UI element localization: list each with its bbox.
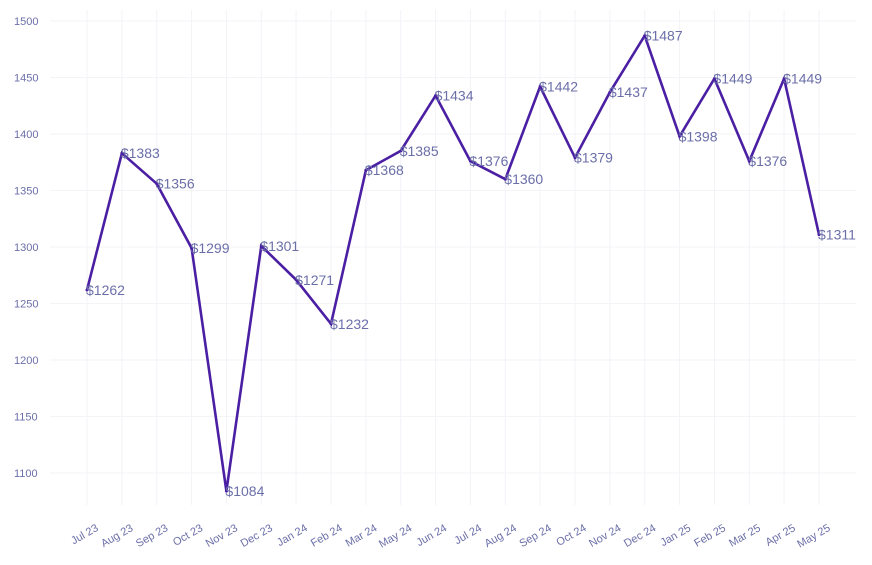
y-tick-label: 1300 <box>14 242 38 254</box>
x-tick-label: Apr 25 <box>764 522 798 549</box>
data-point <box>608 90 612 94</box>
data-point <box>259 244 263 248</box>
x-tick-label: Mar 24 <box>344 522 380 550</box>
data-point <box>678 134 682 138</box>
data-point <box>468 159 472 163</box>
data-point <box>329 322 333 326</box>
x-tick-label: Jul 23 <box>69 522 100 547</box>
data-point <box>573 156 577 160</box>
data-label: $1449 <box>783 71 822 87</box>
data-point <box>643 34 647 38</box>
data-label: $1262 <box>86 282 125 298</box>
data-point <box>782 77 786 81</box>
data-point <box>364 168 368 172</box>
data-label: $1368 <box>365 162 404 178</box>
data-label: $1376 <box>469 153 508 169</box>
x-tick-label: Oct 23 <box>171 522 205 549</box>
x-tick-label: Feb 24 <box>309 522 345 550</box>
y-tick-label: 1500 <box>14 16 38 28</box>
data-label: $1383 <box>121 145 160 161</box>
series-line <box>85 32 821 492</box>
y-tick-label: 1100 <box>14 468 38 480</box>
y-axis: 1100 1150 1200 1250 1300 1350 1400 1450 1500 <box>14 16 38 480</box>
data-label: $1271 <box>295 272 334 288</box>
series-layer <box>85 32 821 493</box>
x-tick-label: Feb 25 <box>692 522 728 550</box>
data-label: $1487 <box>644 28 683 44</box>
data-label: $1398 <box>679 128 718 144</box>
x-tick-label: Sep 23 <box>134 522 170 550</box>
data-point <box>538 85 542 89</box>
data-point <box>294 278 298 282</box>
x-tick-label: Dec 23 <box>239 522 275 550</box>
x-tick-label: Aug 24 <box>483 522 519 550</box>
data-label: $1360 <box>504 171 543 187</box>
x-tick-label: May 25 <box>795 522 832 550</box>
data-point <box>155 182 159 186</box>
x-tick-label: Jan 24 <box>275 522 310 549</box>
data-label: $1376 <box>748 153 787 169</box>
data-point <box>503 177 507 181</box>
data-point <box>712 77 716 81</box>
y-tick-label: 1450 <box>14 73 38 85</box>
data-point <box>85 288 89 292</box>
data-label: $1301 <box>260 238 299 254</box>
y-tick-label: 1400 <box>14 129 38 141</box>
y-tick-label: 1150 <box>14 412 38 424</box>
x-tick-label: Oct 24 <box>554 522 588 549</box>
data-label: $1356 <box>156 176 195 192</box>
x-tick-label: Jun 24 <box>414 522 449 549</box>
data-point <box>817 233 821 237</box>
x-tick-label: Aug 23 <box>99 522 135 550</box>
x-tick-label: Jan 25 <box>658 522 693 549</box>
data-point <box>190 246 194 250</box>
data-point <box>747 159 751 163</box>
data-labels: $1262 $1383 $1356 $1299 $1084 $1301 $1271 $1232… <box>86 28 856 499</box>
data-label: $1299 <box>191 240 230 256</box>
x-tick-label: Sep 24 <box>517 522 553 550</box>
data-label: $1442 <box>539 79 578 95</box>
data-point <box>434 94 438 98</box>
data-point <box>399 149 403 153</box>
data-label: $1434 <box>435 88 474 104</box>
y-tick-label: 1250 <box>14 299 38 311</box>
data-label: $1449 <box>713 71 752 87</box>
x-tick-label: Mar 25 <box>727 522 763 550</box>
x-tick-label: Nov 23 <box>204 522 240 550</box>
data-label: $1311 <box>818 227 856 243</box>
x-tick-label: Dec 24 <box>622 522 658 550</box>
x-tick-label: Nov 24 <box>587 522 623 550</box>
y-tick-label: 1350 <box>14 186 38 198</box>
data-label: $1379 <box>574 150 613 166</box>
y-tick-label: 1200 <box>14 355 38 367</box>
x-tick-label: May 24 <box>377 522 414 550</box>
data-label: $1385 <box>400 143 439 159</box>
x-tick-label: Jul 24 <box>453 522 484 547</box>
data-point <box>120 151 124 155</box>
data-label: $1084 <box>225 483 264 499</box>
data-label: $1232 <box>330 316 369 332</box>
grid-layer <box>50 10 856 505</box>
data-label: $1437 <box>609 84 648 100</box>
data-point <box>224 489 228 493</box>
